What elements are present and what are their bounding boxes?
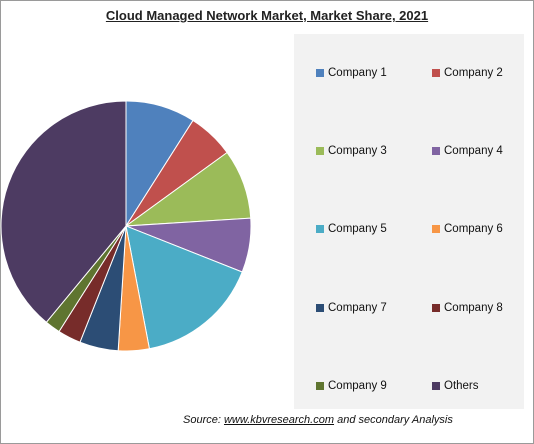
legend-label: Company 3 [328, 145, 387, 157]
legend-item-others: Others [432, 380, 479, 392]
legend-swatch [432, 225, 440, 233]
pie-slice-others [0, 100, 127, 324]
legend-item-company-1: Company 1 [316, 67, 387, 79]
legend-item-company-6: Company 6 [432, 223, 503, 235]
legend-item-company-8: Company 8 [432, 302, 503, 314]
source-prefix: Source: [183, 414, 221, 426]
source-suffix: and secondary Analysis [337, 414, 453, 426]
legend-swatch [432, 69, 440, 77]
source-link[interactable]: www.kbvresearch.com [223, 414, 335, 426]
legend-item-company-7: Company 7 [316, 302, 387, 314]
legend-label: Company 2 [444, 67, 503, 79]
legend-item-company-3: Company 3 [316, 145, 387, 157]
legend-swatch [316, 304, 324, 312]
legend-swatch [316, 147, 324, 155]
legend-swatch [432, 147, 440, 155]
legend-label: Company 7 [328, 302, 387, 314]
chart-title: Cloud Managed Network Market, Market Sha… [105, 8, 429, 23]
legend-item-company-4: Company 4 [432, 145, 503, 157]
legend-label: Company 9 [328, 380, 387, 392]
legend-swatch [316, 69, 324, 77]
legend-item-company-9: Company 9 [316, 380, 387, 392]
legend-label: Company 8 [444, 302, 503, 314]
legend-label: Company 4 [444, 145, 503, 157]
legend-item-company-5: Company 5 [316, 223, 387, 235]
legend-item-company-2: Company 2 [432, 67, 503, 79]
legend-swatch [316, 382, 324, 390]
pie-slice-company-5 [125, 225, 243, 350]
legend-swatch [432, 304, 440, 312]
legend-swatch [432, 382, 440, 390]
legend-label: Company 6 [444, 223, 503, 235]
legend-swatch [316, 225, 324, 233]
legend-label: Others [444, 380, 479, 392]
legend-label: Company 5 [328, 223, 387, 235]
legend: Company 1 Company 2 Company 3 Company 4 Comp… [294, 34, 524, 409]
legend-label: Company 1 [328, 67, 387, 79]
source-note: Source: www.kbvresearch.com and secondar… [183, 414, 453, 426]
